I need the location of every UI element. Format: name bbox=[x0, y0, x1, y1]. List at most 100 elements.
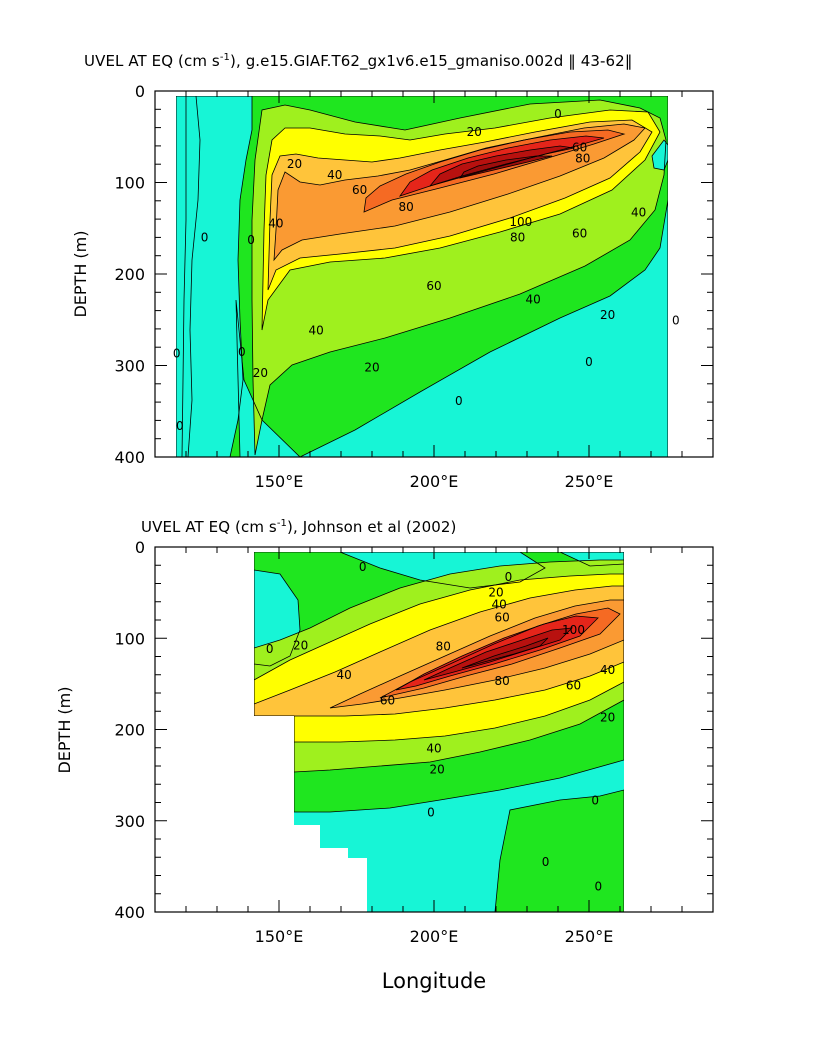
top-contour-line-1 bbox=[299, 199, 668, 457]
bottom-contour-fill bbox=[254, 552, 624, 912]
bottom-ytick-label: 0 bbox=[135, 538, 145, 557]
top-contour-label: 0 bbox=[455, 394, 463, 408]
bottom-contour-label: 0 bbox=[266, 642, 274, 656]
top-contour-line-6 bbox=[267, 119, 653, 291]
top-contour-line-13 bbox=[651, 139, 668, 171]
bottom-contour-label: 40 bbox=[600, 663, 615, 677]
top-contour-label: 60 bbox=[572, 141, 587, 155]
top-ytick-label: 300 bbox=[114, 357, 145, 376]
bottom-xtick-label: 200°E bbox=[410, 927, 459, 946]
top-ytick-label: 200 bbox=[114, 265, 145, 284]
bottom-contour-label: 40 bbox=[336, 668, 351, 682]
top-cyan-deep-region bbox=[300, 200, 668, 457]
top-contour-line-5 bbox=[261, 109, 661, 331]
bottom-panel-title: UVEL AT EQ (cm s-1), Johnson et al (2002… bbox=[141, 518, 456, 536]
bottom-contour-label: 40 bbox=[426, 742, 441, 756]
top-contour-label: 20 bbox=[253, 366, 268, 380]
top-contour-label: 0 bbox=[201, 230, 209, 244]
top-contour-line-2 bbox=[176, 96, 253, 457]
top-xtick-label: 150°E bbox=[255, 472, 304, 491]
top-contour-label: 60 bbox=[572, 227, 587, 241]
top-contour-label: 40 bbox=[268, 217, 283, 231]
top-title-rest: ), g.e15.GIAF.T62_gx1v6.e15_gmaniso.002d… bbox=[230, 52, 633, 70]
top-west-stripes bbox=[182, 96, 200, 457]
top-contour-label: 20 bbox=[467, 125, 482, 139]
top-contour-label: 20 bbox=[287, 157, 302, 171]
top-panel-title: UVEL AT EQ (cm s-1), g.e15.GIAF.T62_gx1v… bbox=[84, 52, 632, 70]
top-contour-label: 0 bbox=[176, 419, 184, 433]
bottom-contour-label: 60 bbox=[495, 610, 510, 624]
bottom-contour-label: 20 bbox=[429, 763, 444, 777]
top-orange-band bbox=[274, 124, 645, 260]
bottom-contour-lines bbox=[254, 552, 624, 912]
bottom-contour-line-9 bbox=[379, 607, 621, 699]
bottom-contour-line-2 bbox=[254, 569, 301, 667]
top-title-superscript: -1 bbox=[219, 52, 230, 63]
top-contour-label: 0 bbox=[585, 355, 593, 369]
bottom-contour-label: 80 bbox=[495, 674, 510, 688]
bottom-contour-label: 20 bbox=[293, 639, 308, 653]
top-cyan-east-patch bbox=[236, 300, 300, 457]
bottom-contour-label: 60 bbox=[566, 679, 581, 693]
bottom-dark-red-core bbox=[424, 628, 572, 680]
top-ytick-label: 100 bbox=[114, 174, 145, 193]
top-xtick-label: 250°E bbox=[565, 472, 614, 491]
bottom-contour-line-8 bbox=[329, 599, 624, 709]
top-xtick-label: 200°E bbox=[410, 472, 459, 491]
top-ytick-label: 400 bbox=[114, 448, 145, 467]
bottom-ytick-label: 400 bbox=[114, 903, 145, 922]
top-contour-label: 40 bbox=[526, 293, 541, 307]
bottom-contour-label: 0 bbox=[427, 806, 435, 820]
bottom-contour-label: 60 bbox=[380, 693, 395, 707]
top-contour-label: 20 bbox=[600, 308, 615, 322]
bottom-contour-label: 20 bbox=[600, 711, 615, 725]
bottom-contour-line-12 bbox=[461, 637, 549, 669]
bottom-contour-line-6 bbox=[254, 573, 624, 743]
top-contour-line-11 bbox=[459, 155, 553, 179]
top-title-main: UVEL AT EQ (cm s bbox=[84, 52, 220, 70]
bottom-green-east-lobe bbox=[495, 790, 624, 912]
bottom-contour-line-3 bbox=[339, 552, 546, 589]
top-contour-label: 0 bbox=[247, 233, 255, 247]
top-contour-label: 0 bbox=[173, 347, 181, 361]
top-ytick-label: 0 bbox=[135, 82, 145, 101]
bottom-ytick-label: 100 bbox=[114, 629, 145, 648]
top-contour-fill bbox=[176, 96, 668, 457]
bottom-contour-line-1 bbox=[494, 789, 624, 912]
top-contour-line-4 bbox=[251, 99, 667, 456]
bottom-contour-label: 0 bbox=[505, 570, 513, 584]
bottom-contour-line-7 bbox=[254, 585, 624, 717]
bottom-title-rest: ), Johnson et al (2002) bbox=[287, 518, 457, 536]
top-contour-label: 80 bbox=[510, 230, 525, 244]
top-contour-label: 80 bbox=[575, 152, 590, 166]
top-contour-label: 0 bbox=[554, 107, 562, 121]
bottom-ylabel: DEPTH (m) bbox=[55, 686, 74, 773]
top-contour-label: 60 bbox=[352, 183, 367, 197]
top-contour-label: 80 bbox=[398, 200, 413, 214]
bottom-contour-line-11 bbox=[423, 627, 574, 681]
top-contour-line-10 bbox=[428, 145, 575, 187]
top-contour-line-7 bbox=[273, 123, 646, 262]
top-contour-label: 40 bbox=[327, 168, 342, 182]
top-contour-label: 40 bbox=[631, 206, 646, 220]
top-contour-label: 0 bbox=[656, 463, 664, 477]
bottom-darkest-core bbox=[462, 638, 548, 668]
top-contour-label: 0 bbox=[238, 345, 246, 359]
top-contour-label: 60 bbox=[426, 279, 441, 293]
top-ylabel: DEPTH (m) bbox=[71, 230, 90, 317]
top-contour-line-12 bbox=[181, 96, 201, 457]
bottom-contour-label: 0 bbox=[359, 560, 367, 574]
bottom-contour-label: 100 bbox=[562, 623, 585, 637]
top-contour-lines bbox=[176, 96, 668, 457]
bottom-contour-line-4 bbox=[559, 552, 624, 567]
bottom-title-superscript: -1 bbox=[276, 518, 287, 529]
bottom-contour-line-5 bbox=[254, 559, 624, 773]
